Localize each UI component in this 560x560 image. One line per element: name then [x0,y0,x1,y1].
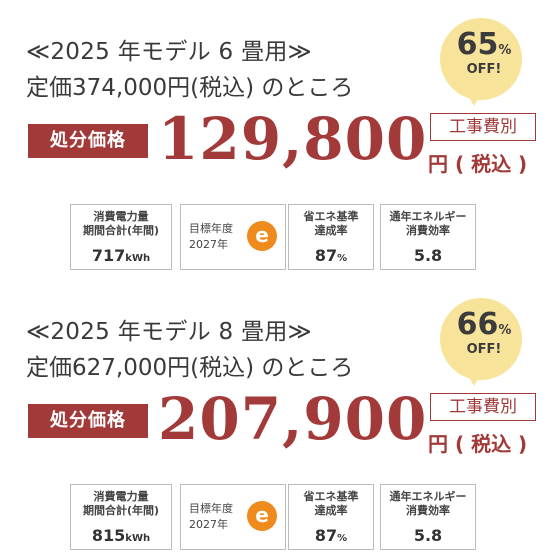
discount-badge [440,298,522,380]
sale-price: 207,900 [158,385,428,453]
energy-mark-letter: e [255,223,269,247]
sale-price: 129,800 [158,105,428,173]
annual-power-spec: 消費電力量 期間合計(年間) 815kWh [70,484,172,550]
annual-power-value: 717kWh [71,246,171,265]
discount-badge-tail [466,372,482,386]
efficiency-label: 通年エネルギー 消費効率 [389,490,467,517]
sale-label: 処分価格 [28,124,148,158]
discount-badge [440,18,522,100]
efficiency-value: 5.8 [413,246,443,265]
achievement-label: 省エネ基準 達成率 [303,490,359,517]
annual-power-spec: 消費電力量 期間合計(年間) 717kWh [70,204,172,270]
discount-badge-tail [466,92,482,106]
target-year-spec: 目標年度 2027年 e [180,484,286,550]
achievement-unit: % [337,533,348,544]
achievement-number: 87 [314,246,338,265]
annual-power-value: 815kWh [71,526,171,545]
target-year-label: 目標年度 2027年 [189,502,233,531]
target-year-spec: 目標年度 2027年 e [180,204,286,270]
product-title: ≪2025 年モデル 8 畳用≫ [26,319,313,345]
achievement-number: 87 [314,526,338,545]
discount-value: 66 [456,307,499,342]
annual-power-number: 815 [91,526,126,545]
sale-label: 処分価格 [28,404,148,438]
tax-suffix: 円 ( 税込 ) [428,432,528,456]
discount-off-label: OFF! [466,342,502,357]
discount-off-label: OFF! [466,62,502,77]
achievement-unit: % [337,253,348,264]
energy-saving-mark-icon: e [247,501,277,531]
achievement-spec: 省エネ基準 達成率 87% [288,204,374,270]
discount-unit: % [498,43,512,58]
efficiency-label: 通年エネルギー 消費効率 [389,210,467,237]
list-price: 定価374,000円(税込) のところ [26,75,354,101]
efficiency-spec: 通年エネルギー 消費効率 5.8 [380,484,476,550]
achievement-value: 87% [289,526,373,545]
achievement-value: 87% [289,246,373,265]
product-title: ≪2025 年モデル 6 畳用≫ [26,39,313,65]
energy-saving-mark-icon: e [247,221,277,251]
annual-power-label: 消費電力量 期間合計(年間) [82,210,160,237]
efficiency-spec: 通年エネルギー 消費効率 5.8 [380,204,476,270]
discount-unit: % [498,323,512,338]
tax-suffix: 円 ( 税込 ) [428,152,528,176]
discount-value: 65 [456,27,499,62]
annual-power-unit: kWh [125,533,151,544]
efficiency-value: 5.8 [413,526,443,545]
installation-note: 工事費別 [430,113,536,141]
discount-percent: 65% [452,30,516,66]
annual-power-label: 消費電力量 期間合計(年間) [82,490,160,517]
achievement-spec: 省エネ基準 達成率 87% [288,484,374,550]
energy-mark-letter: e [255,503,269,527]
offer-card-8jo: ≪2025 年モデル 8 畳用≫ 定価627,000円(税込) のところ 66%… [0,280,560,560]
discount-percent: 66% [452,310,516,346]
achievement-label: 省エネ基準 達成率 [303,210,359,237]
target-year-label: 目標年度 2027年 [189,222,233,251]
offer-card-6jo: ≪2025 年モデル 6 畳用≫ 定価374,000円(税込) のところ 65%… [26,18,536,270]
installation-note: 工事費別 [430,393,536,421]
annual-power-number: 717 [91,246,126,265]
annual-power-unit: kWh [125,253,151,264]
list-price: 定価627,000円(税込) のところ [26,355,354,381]
